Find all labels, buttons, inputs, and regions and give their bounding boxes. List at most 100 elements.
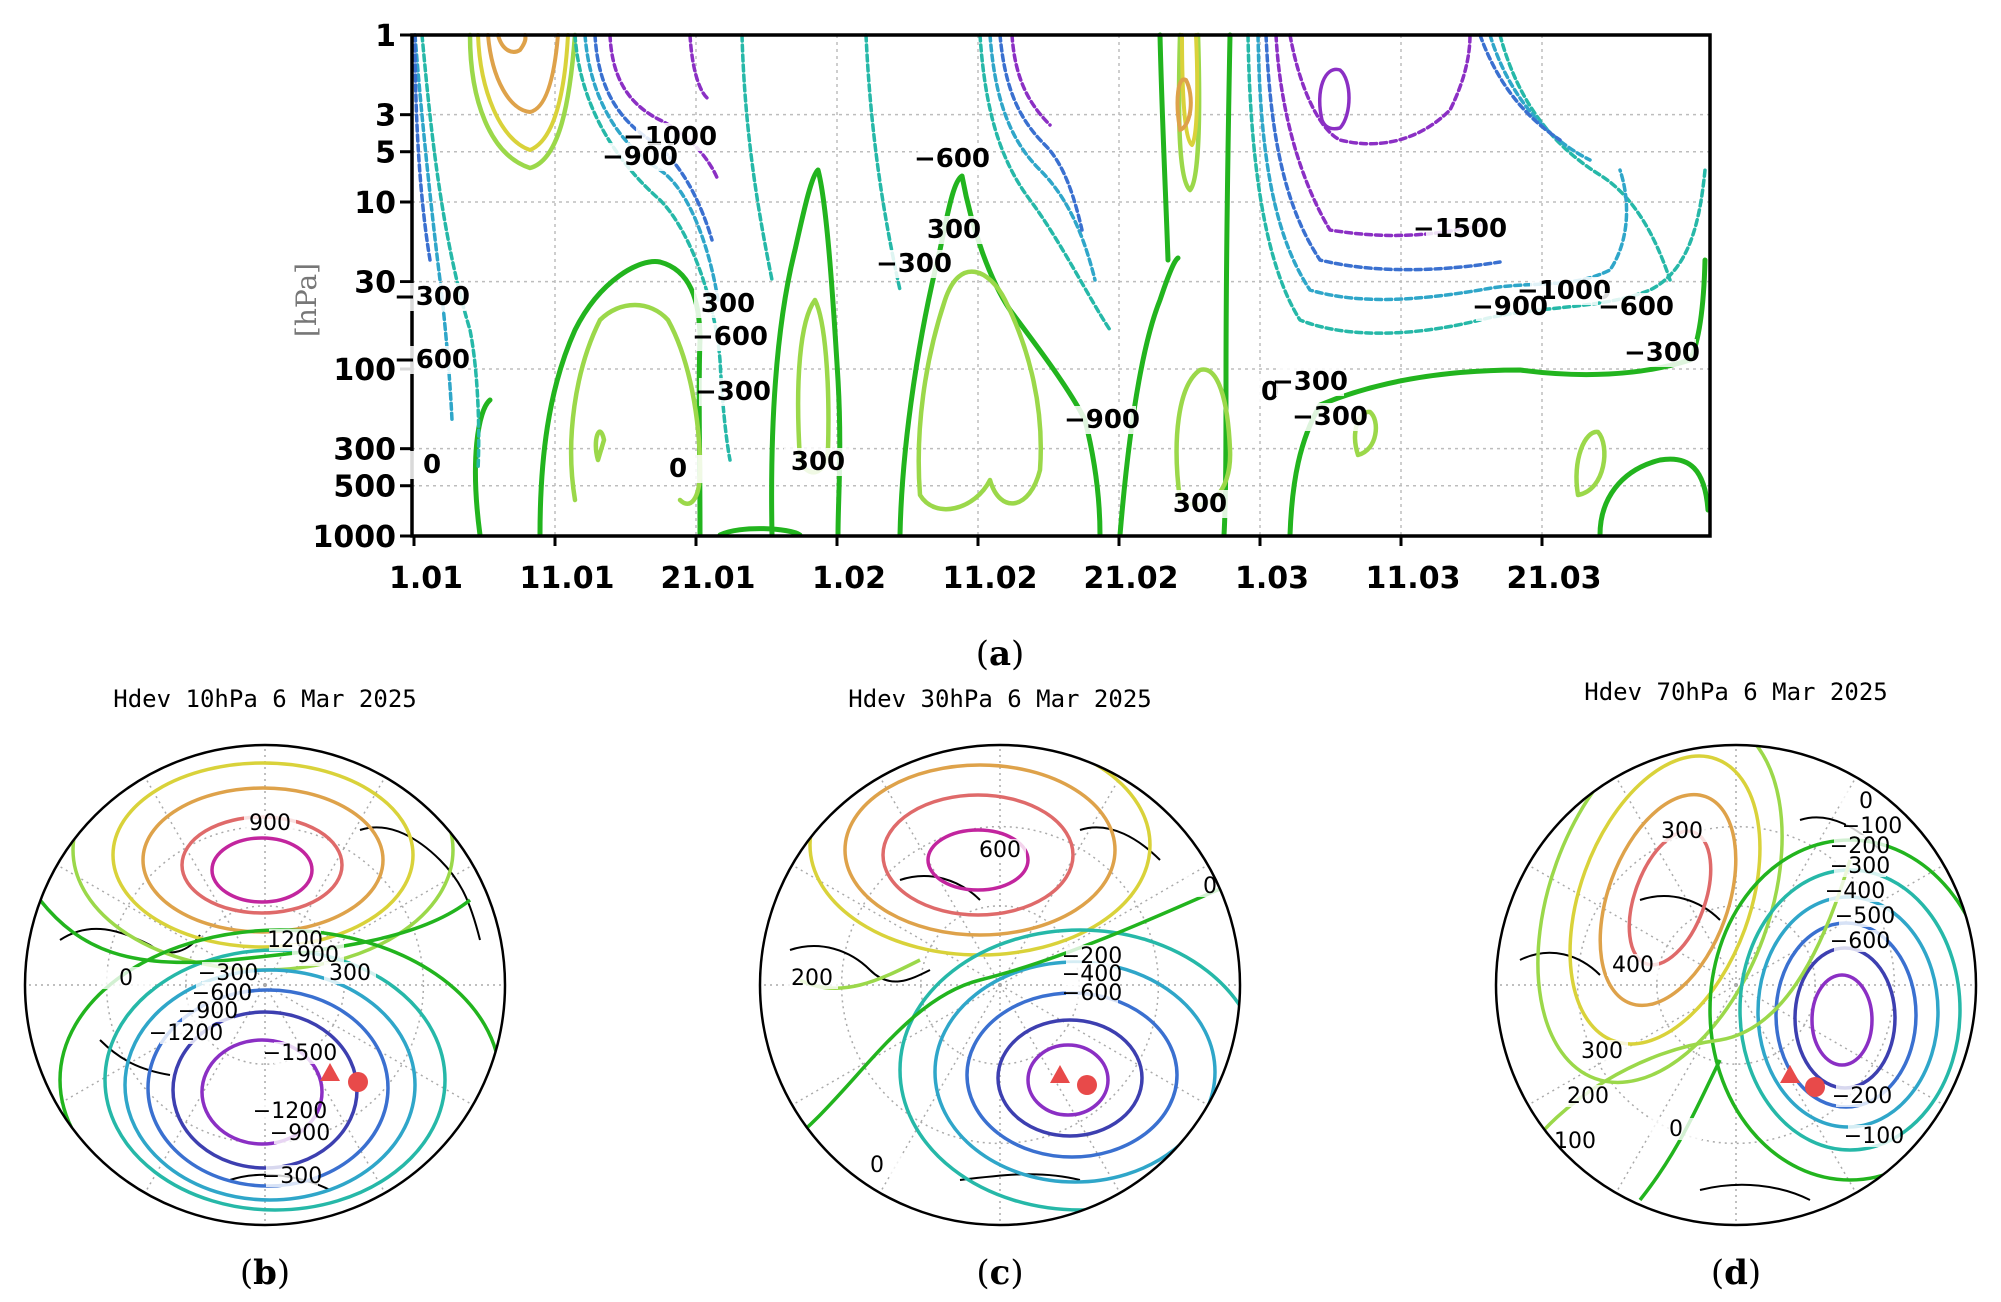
contour-pos-900 xyxy=(1175,77,1193,132)
contour-label: 0 xyxy=(1261,377,1279,407)
contour-line xyxy=(778,878,1240,1152)
contour-label-bg xyxy=(644,455,712,483)
contour-zero xyxy=(472,397,493,538)
contour-label: 300 xyxy=(1173,489,1227,519)
contour-label-bg xyxy=(851,1154,903,1176)
contour-label: −900 xyxy=(602,142,678,172)
contour-pos-900 xyxy=(486,33,560,114)
contour-label: −900 xyxy=(178,999,238,1024)
contour-label-bg xyxy=(918,145,986,173)
panel-d-caption: (d) xyxy=(1711,1253,1761,1293)
contour-label: 300 xyxy=(329,961,371,986)
latitude-circle xyxy=(105,825,425,1145)
contour-label: −300 xyxy=(1292,402,1368,432)
contour-label-bg xyxy=(880,250,948,278)
meridian-line xyxy=(791,984,1001,1106)
contour-ring xyxy=(881,793,1075,917)
contour-label-bg xyxy=(1650,1118,1702,1140)
contour-label-bg xyxy=(1848,1125,1900,1147)
contour-line xyxy=(38,898,472,965)
contour-label: −1200 xyxy=(253,1099,327,1124)
contour-label: −600 xyxy=(394,345,470,375)
meridian-line xyxy=(999,984,1121,1194)
coastline xyxy=(359,826,481,941)
map-border xyxy=(23,743,507,1227)
panel-a-x-ticks: 1.01 11.01 21.01 1.02 11.02 21.02 1.03 11.03 21.… xyxy=(389,536,1601,596)
contour-label: 300 xyxy=(791,447,845,477)
contour-label: −900 xyxy=(270,1121,330,1146)
meridian-line xyxy=(1735,984,1945,1106)
contour-label: 300 xyxy=(927,215,981,245)
contour-neg-1200 xyxy=(1010,33,1052,127)
panel-b-title: Hdev 10hPa 6 Mar 2025 xyxy=(113,685,416,713)
contour-neg-1200 xyxy=(608,33,720,182)
contour-label-bg xyxy=(1834,930,1886,952)
contour-label: −300 xyxy=(394,282,470,312)
contour-neg-900 xyxy=(413,33,432,262)
contour-ring xyxy=(123,968,417,1202)
contour-label: −400 xyxy=(1825,879,1885,904)
panel-b-caption: (b) xyxy=(240,1253,290,1293)
meridian-line xyxy=(1615,984,1737,1194)
contour-label-bg xyxy=(1602,293,1670,321)
coastline xyxy=(1079,826,1161,861)
contour-label-bg xyxy=(1549,1130,1601,1152)
meridian-line xyxy=(999,984,1209,1106)
contour-label-bg xyxy=(398,283,466,311)
contour-label-bg xyxy=(292,944,344,966)
meridian-line xyxy=(264,984,474,1106)
y-tick-label: 500 xyxy=(333,470,396,505)
contour-neg-300 xyxy=(1498,33,1672,282)
panel-c: Hdev 30hPa 6 Mar 2025 6000200−200−400−60… xyxy=(758,685,1242,1293)
contour-neg-600 xyxy=(1488,33,1592,162)
contour-pos-300 xyxy=(916,269,1043,512)
contour-ring xyxy=(200,1038,324,1146)
panel-c-title: Hdev 30hPa 6 Mar 2025 xyxy=(848,685,1151,713)
contour-ring xyxy=(996,1018,1144,1138)
contour-label: 300 xyxy=(1581,1039,1623,1064)
contour-label-bg xyxy=(1834,835,1886,857)
contour-label-bg xyxy=(1628,339,1696,367)
contour-label-bg xyxy=(1607,954,1659,976)
panel-b: Hdev 10hPa 6 Mar 2025 9001200900300−300−… xyxy=(23,685,507,1293)
contour-label-bg xyxy=(100,967,152,989)
contour-neg-300 xyxy=(978,33,1112,332)
contour-label: −300 xyxy=(262,1164,322,1189)
y-tick-label: 3 xyxy=(375,99,396,134)
x-tick-label: 1.02 xyxy=(812,561,886,596)
meridian-line xyxy=(1735,984,1857,1194)
contour-label-bg xyxy=(786,967,838,989)
contour-label-bg xyxy=(244,812,296,834)
contour-neg-1200 xyxy=(1274,33,1482,238)
station-circle-marker xyxy=(1805,1077,1825,1097)
contour-label: 0 xyxy=(1203,874,1217,899)
x-tick-label: 1.03 xyxy=(1235,561,1309,596)
contour-label: −600 xyxy=(914,144,990,174)
x-tick-label: 21.03 xyxy=(1507,561,1602,596)
map-border xyxy=(758,743,1242,1227)
map-border xyxy=(1494,743,1978,1227)
contour-label: −1500 xyxy=(263,1041,337,1066)
meridian-line xyxy=(264,776,386,986)
contour-label-bg xyxy=(1839,905,1891,927)
contour-label: −200 xyxy=(1832,1084,1892,1109)
contour-ring xyxy=(1026,1043,1110,1117)
meridian-line xyxy=(264,984,386,1194)
coastline xyxy=(899,875,981,901)
contour-label: −200 xyxy=(1830,834,1890,859)
contour-pos-300 xyxy=(467,32,578,171)
contour-label: −500 xyxy=(1835,904,1895,929)
contour-label: 0 xyxy=(1669,1117,1683,1142)
contour-label-bg xyxy=(274,1042,326,1064)
contour-label-bg xyxy=(1656,820,1708,842)
contour-label-bg xyxy=(1068,406,1136,434)
contour-label-bg xyxy=(1426,215,1494,243)
contour-ring xyxy=(926,828,1030,892)
contour-neg-600 xyxy=(1256,33,1629,302)
contour-label-bg xyxy=(920,216,988,244)
contour-neg-300 xyxy=(573,33,732,462)
contour-label-bg xyxy=(694,290,762,318)
